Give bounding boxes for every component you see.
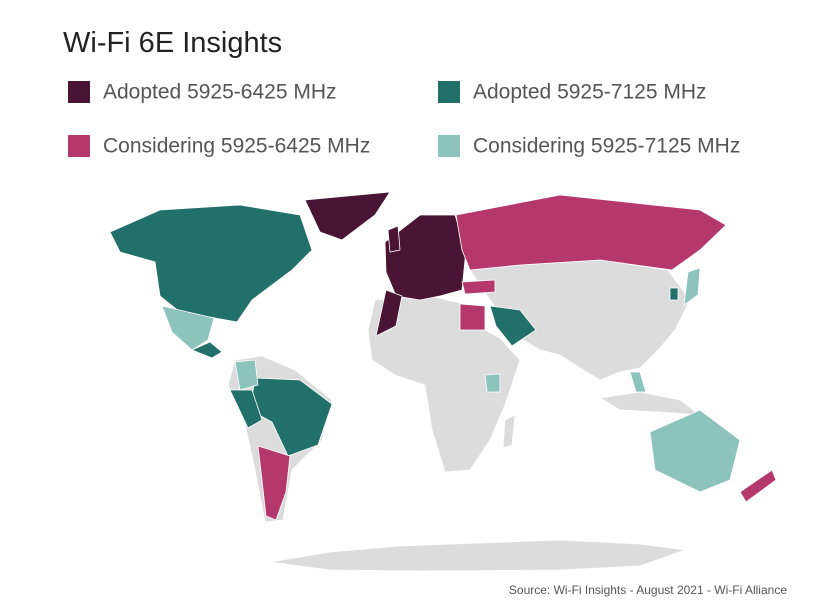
legend-label: Considering 5925-7125 MHz: [473, 135, 740, 158]
malaysia: [629, 371, 647, 393]
russia: [455, 194, 727, 271]
europe: [384, 214, 467, 301]
kenya: [484, 373, 501, 393]
greenland: [304, 191, 391, 241]
japan: [683, 267, 701, 306]
world-map: [109, 191, 777, 572]
legend-swatch: [438, 135, 460, 157]
legend: Adopted 5925-6425 MHz Adopted 5925-7125 M…: [68, 81, 740, 158]
legend-label: Adopted 5925-7125 MHz: [473, 81, 707, 104]
morocco: [375, 289, 403, 337]
saudi-arabia: [489, 305, 537, 347]
argentina: [257, 445, 291, 521]
legend-swatch: [438, 81, 460, 103]
australia: [649, 409, 741, 493]
colombia: [234, 359, 259, 391]
indonesia: [598, 391, 702, 416]
north-america: [109, 204, 313, 323]
uk: [387, 225, 401, 253]
turkey: [461, 279, 496, 295]
legend-swatch: [68, 135, 90, 157]
legend-swatch: [68, 81, 90, 103]
mexico: [161, 305, 215, 351]
central-america: [190, 341, 223, 359]
legend-label: Adopted 5925-6425 MHz: [103, 81, 337, 104]
title: Wi-Fi 6E Insights: [63, 27, 282, 59]
peru: [229, 389, 263, 429]
new-zealand: [739, 469, 777, 503]
madagascar: [502, 414, 516, 449]
legend-label: Considering 5925-6425 MHz: [103, 135, 370, 158]
south-korea: [669, 287, 679, 301]
antarctica: [269, 539, 686, 572]
source: Source: Wi-Fi Insights - August 2021 - W…: [509, 583, 787, 597]
egypt: [459, 303, 486, 331]
